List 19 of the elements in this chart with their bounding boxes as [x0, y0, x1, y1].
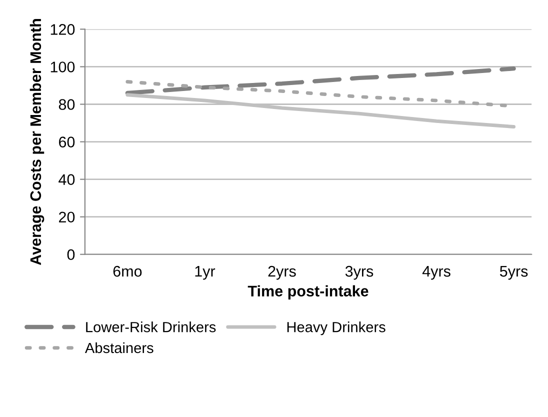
legend-label: Abstainers: [84, 342, 154, 354]
legend-label: Lower-Risk Drinkers: [86, 322, 216, 332]
x-axis-title: Time post-intake: [248, 285, 368, 300]
legend-label: Heavy Drinkers: [287, 322, 386, 336]
y-axis-title: Average Costs per Member Month: [30, 19, 44, 266]
y-tick-label: 100: [50, 62, 75, 72]
x-tick-label: 6mo: [113, 266, 142, 277]
y-tick-label: 40: [58, 174, 75, 185]
y-tick-label: 120: [50, 24, 75, 35]
x-tick-label: 1yr: [195, 266, 216, 280]
y-tick-label: 60: [59, 136, 75, 148]
x-tick-label: 4yrs: [422, 266, 450, 280]
line-series: [125, 66, 516, 96]
x-tick-label: 5yrs: [500, 266, 528, 280]
x-tick-label: 3yrs: [345, 266, 374, 280]
y-tick-label: 80: [58, 99, 75, 110]
y-tick-label: 20: [58, 212, 75, 223]
y-tick-label: 0: [67, 249, 75, 260]
x-tick-label: 2yrs: [268, 266, 296, 280]
